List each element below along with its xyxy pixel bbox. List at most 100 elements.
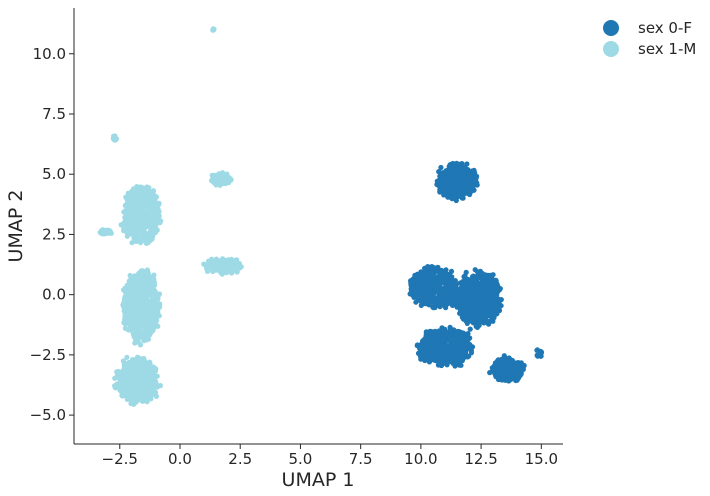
- scatter-point: [127, 198, 133, 204]
- scatter-point: [417, 287, 423, 293]
- scatter-point: [451, 349, 457, 355]
- scatter-point: [125, 379, 131, 385]
- scatter-point: [408, 282, 414, 288]
- scatter-point: [130, 390, 136, 396]
- x-ticks: −2.5 0.0 2.5 5.0 7.5 10.0 12.5 15.0: [102, 444, 558, 468]
- scatter-point: [442, 326, 448, 332]
- scatter-point: [147, 238, 153, 244]
- scatter-point: [133, 339, 139, 345]
- scatter-point: [134, 200, 140, 206]
- scatter-point: [468, 350, 474, 356]
- scatter-point: [520, 366, 526, 372]
- scatter-point: [445, 289, 451, 295]
- scatter-point: [155, 313, 161, 319]
- scatter-point: [124, 303, 130, 309]
- scatter-point: [220, 259, 226, 265]
- scatter-point: [469, 182, 475, 188]
- scatter-point: [153, 295, 159, 301]
- scatter-point: [150, 306, 157, 312]
- legend-marker-sex-0-f: [603, 20, 619, 36]
- scatter-point: [472, 290, 478, 296]
- scatter-point: [218, 268, 225, 274]
- scatter-point: [468, 308, 474, 314]
- scatter-point: [140, 319, 146, 325]
- scatter-point: [461, 180, 467, 186]
- scatter-point: [131, 384, 137, 390]
- y-tick-label: 5.0: [42, 165, 66, 183]
- scatter-point: [142, 272, 148, 279]
- scatter-point: [459, 313, 465, 319]
- scatter-point: [129, 357, 136, 363]
- scatter-point: [416, 274, 422, 281]
- scatter-point: [498, 297, 504, 303]
- scatter-point: [209, 256, 215, 262]
- scatter-point: [463, 269, 469, 275]
- scatter-point: [126, 313, 132, 319]
- scatter-point: [141, 329, 148, 335]
- scatter-point: [150, 188, 157, 194]
- scatter-point: [143, 364, 149, 370]
- scatter-point: [214, 267, 220, 273]
- scatter-point: [133, 324, 140, 331]
- scatter-point: [110, 136, 116, 142]
- scatter-point: [137, 295, 143, 301]
- scatter-point: [136, 363, 142, 369]
- scatter-point: [204, 266, 210, 272]
- scatter-point: [121, 287, 127, 293]
- scatter-point: [143, 211, 149, 217]
- scatter-point: [448, 189, 454, 195]
- scatter-point: [443, 190, 449, 196]
- scatter-point: [150, 226, 156, 232]
- scatter-point: [150, 373, 156, 379]
- scatter-point: [416, 282, 422, 289]
- scatter-point: [438, 298, 444, 304]
- scatter-point: [457, 302, 463, 308]
- scatter-point: [128, 372, 134, 379]
- scatter-point: [509, 363, 515, 369]
- scatter-point: [432, 348, 438, 354]
- scatter-point: [151, 291, 157, 297]
- scatter-point: [131, 321, 137, 327]
- scatter-point: [131, 232, 137, 238]
- scatter-point: [487, 293, 494, 299]
- scatter-point: [127, 366, 133, 372]
- scatter-point: [123, 361, 129, 367]
- scatter-point: [146, 279, 152, 285]
- scatter-point: [137, 368, 143, 374]
- scatter-point: [420, 279, 427, 285]
- scatter-point: [223, 270, 230, 276]
- scatter-point: [407, 291, 413, 297]
- scatter-point: [445, 354, 451, 360]
- scatter-point: [452, 180, 459, 186]
- scatter-point: [157, 383, 163, 389]
- scatter-point: [151, 276, 157, 282]
- scatter-point: [438, 268, 444, 274]
- scatter-point: [132, 374, 138, 380]
- scatter-point: [120, 369, 126, 375]
- scatter-point: [138, 214, 144, 220]
- scatter-point: [459, 168, 465, 174]
- scatter-point: [156, 291, 163, 297]
- scatter-point: [120, 393, 126, 399]
- scatter-point: [493, 302, 500, 308]
- scatter-point: [477, 300, 483, 307]
- scatter-point: [148, 389, 155, 395]
- x-tick-label: −2.5: [102, 450, 138, 468]
- scatter-point: [453, 360, 459, 366]
- x-tick-label: 0.0: [168, 450, 192, 468]
- scatter-point: [467, 282, 473, 288]
- scatter-point: [143, 231, 149, 237]
- scatter-point: [457, 289, 463, 295]
- scatter-point: [124, 233, 130, 239]
- scatter-point: [226, 178, 232, 184]
- scatter-point: [458, 336, 465, 342]
- scatter-points: [97, 26, 545, 407]
- y-tick-label: 0.0: [42, 286, 66, 304]
- scatter-point: [130, 292, 136, 298]
- scatter-point: [464, 336, 470, 342]
- scatter-point: [427, 292, 433, 298]
- scatter-point: [464, 320, 470, 326]
- scatter-point: [445, 344, 451, 350]
- scatter-point: [445, 171, 451, 177]
- scatter-point: [144, 297, 150, 303]
